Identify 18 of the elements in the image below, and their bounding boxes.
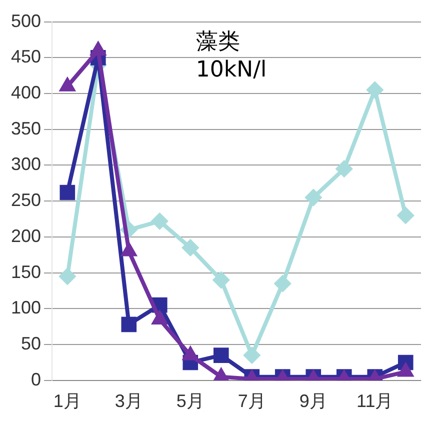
y-tick-label: 300 (10, 154, 42, 174)
x-tick-label: 11月 (356, 391, 394, 412)
annotation: 藻类 10kN/l (196, 30, 267, 83)
x-tick-label: 1月 (53, 391, 82, 412)
y-tick-label: 150 (10, 262, 42, 282)
y-tick-label: 100 (10, 298, 42, 318)
y-tick-label: 350 (10, 118, 42, 138)
y-tick-label: 200 (10, 226, 42, 246)
x-tick-label: 3月 (114, 391, 143, 412)
y-tick-label: 450 (10, 46, 42, 67)
y-tick-label: 50 (21, 334, 42, 354)
x-tick-label: 5月 (176, 391, 204, 412)
y-tick-label: 400 (10, 82, 42, 102)
y-tick-label: 250 (10, 190, 42, 210)
x-tick-label: 9月 (299, 391, 328, 412)
y-tick-label: 0 (31, 369, 42, 390)
y-tick-label: 500 (10, 10, 42, 31)
x-tick-label: 7月 (238, 391, 266, 412)
